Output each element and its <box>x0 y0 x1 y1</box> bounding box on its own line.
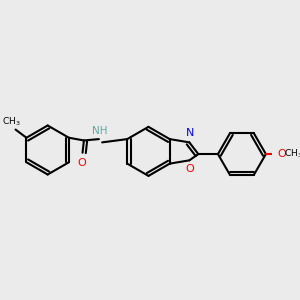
Text: NH: NH <box>92 126 107 136</box>
Text: O: O <box>77 158 86 168</box>
Text: CH$_3$: CH$_3$ <box>2 116 21 128</box>
Text: N: N <box>186 128 194 138</box>
Text: CH$_3$: CH$_3$ <box>284 148 300 160</box>
Text: O: O <box>277 149 286 159</box>
Text: O: O <box>185 164 194 174</box>
